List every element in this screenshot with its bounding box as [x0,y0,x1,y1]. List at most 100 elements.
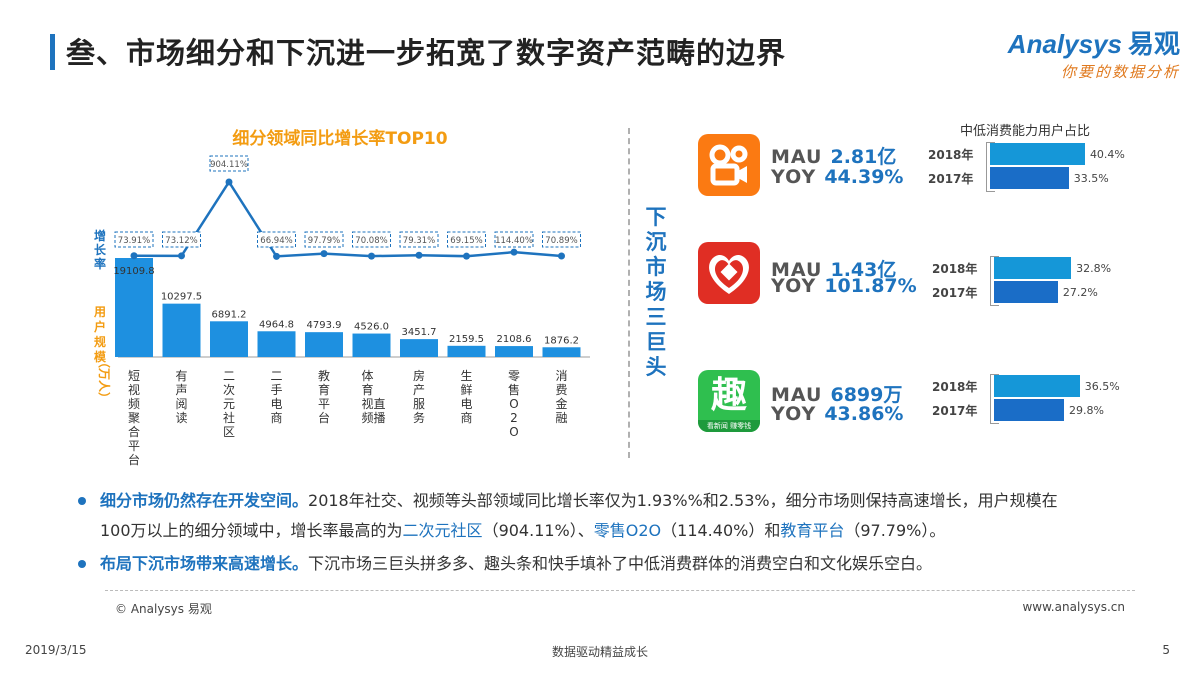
bar-value-label: 4526.0 [354,322,389,333]
category-char: 平 [318,397,330,411]
ratio-value: 27.2% [1062,286,1098,299]
bar-value-label: 3451.7 [402,327,437,338]
mau-label: MAU [771,384,823,406]
yoy-label: YOY [771,275,817,297]
bar-value-label: 4964.8 [259,319,294,330]
category-char: 频 [361,411,373,425]
logo-brand: nalysys [1026,29,1122,59]
rate-label-box [352,231,391,248]
bar-value-label: 2159.5 [449,334,484,345]
section-divider [628,128,630,458]
rate-axis-label: 增 [94,228,106,243]
mau-value: 2.81亿 [830,146,897,168]
category-char: 台 [128,452,140,467]
category-char: 金 [555,396,567,411]
bar-axis-label: 用 [93,305,106,319]
ratio-bar [994,281,1058,303]
pinduoduo-yoy: YOY 101.87% [771,275,917,297]
ratio-bar [990,167,1069,189]
bar-value-label: 2108.6 [497,334,532,345]
rate-label: 70.08% [355,236,387,246]
bar [210,321,248,357]
category-char: 融 [555,411,567,425]
ratio-title: 中低消费能力用户占比 [960,124,1091,139]
bullet-1-text4: （114.40%）和 [661,521,781,540]
ratio-year: 2017年 [932,286,978,300]
category-char: 聚 [128,411,140,425]
ratio-bar [994,257,1072,279]
category-char: 零 [508,369,520,383]
rate-label-box [494,231,534,248]
category-char: 售 [508,382,520,397]
bullet-1-text5: （97.79%）。 [844,521,946,540]
category-char: 商 [270,410,282,425]
rate-point [463,252,470,260]
footer-website[interactable]: www.analysys.cn [1022,600,1125,614]
category-char: 视 [128,382,140,397]
category-char: 二 [270,369,282,383]
kuaishou-yoy: YOY 44.39% [771,166,903,188]
category-char: 育 [318,382,330,397]
rate-label-box [304,231,344,248]
rate-label: 70.89% [545,236,577,246]
category-char: 短 [128,369,140,383]
category-char: 手 [270,383,282,397]
rate-label-box [542,231,581,248]
qutoutiao-icon-char: 趣 [710,375,747,416]
bar [400,339,438,357]
ratio-bracket [990,256,999,306]
rate-point [273,252,280,260]
category-char: 声 [175,383,187,397]
qutoutiao-app-icon: 趣 看新闻 赚零钱 [698,370,760,432]
bullet-1-highlight-1: 二次元社区 [402,521,483,540]
category-char: 房 [413,368,425,383]
ratio-bracket [986,142,995,192]
bar-axis-label: 规 [94,334,106,349]
rate-point [510,248,518,256]
category-char: 阅 [175,397,187,411]
bullet-1-text1: 2018年社交、视频等头部领域同比增长率仅为1.93%%和2.53%，细分市场则… [308,491,1058,510]
logo-brand-cn: 易观 [1127,29,1180,59]
footer-divider [105,590,1135,591]
bar [542,347,581,357]
bullet-1-text2: 100万以上的细分领域中，增长率最高的为 [100,521,403,540]
bullet-2-strong: 布局下沉市场带来高速增长。 [100,554,309,573]
rate-label: 97.79% [308,236,340,246]
category-char: 鲜 [460,383,472,397]
bar [305,332,343,357]
yoy-label: YOY [771,166,817,188]
bullet-1-highlight-3: 教育平台 [780,521,845,540]
bar [447,345,486,357]
ratio-value: 32.8% [1076,262,1112,275]
category-label: 零售O2O [508,369,520,439]
mau-value: 6899万 [830,384,903,406]
bar-value-label: 10297.5 [161,292,202,303]
ratio-bracket [990,374,999,424]
rate-label: 114.40% [495,236,533,246]
ratio-year: 2017年 [932,404,978,418]
yoy-label: YOY [771,403,817,425]
ratio-bar [994,375,1080,397]
category-label: 教育平台 [318,368,330,425]
bar [115,258,153,357]
bullet-1-highlight-2: 零售O2O [593,521,662,540]
category-char: O [509,397,518,411]
category-char: 务 [413,410,425,425]
ratio-value: 36.5% [1084,380,1120,393]
category-char: 电 [460,397,472,411]
rate-point [558,252,565,260]
bar [162,303,201,357]
mau-value: 1.43亿 [830,259,897,281]
footer-date: 2019/3/15 [25,643,87,657]
rate-label: 69.15% [450,236,482,246]
rate-label: 73.12% [165,236,197,246]
category-char: 区 [223,425,235,439]
category-char: O [509,425,518,439]
yoy-value: 43.86% [824,403,904,425]
rate-point [368,252,375,260]
rate-label: 66.94% [260,236,292,246]
